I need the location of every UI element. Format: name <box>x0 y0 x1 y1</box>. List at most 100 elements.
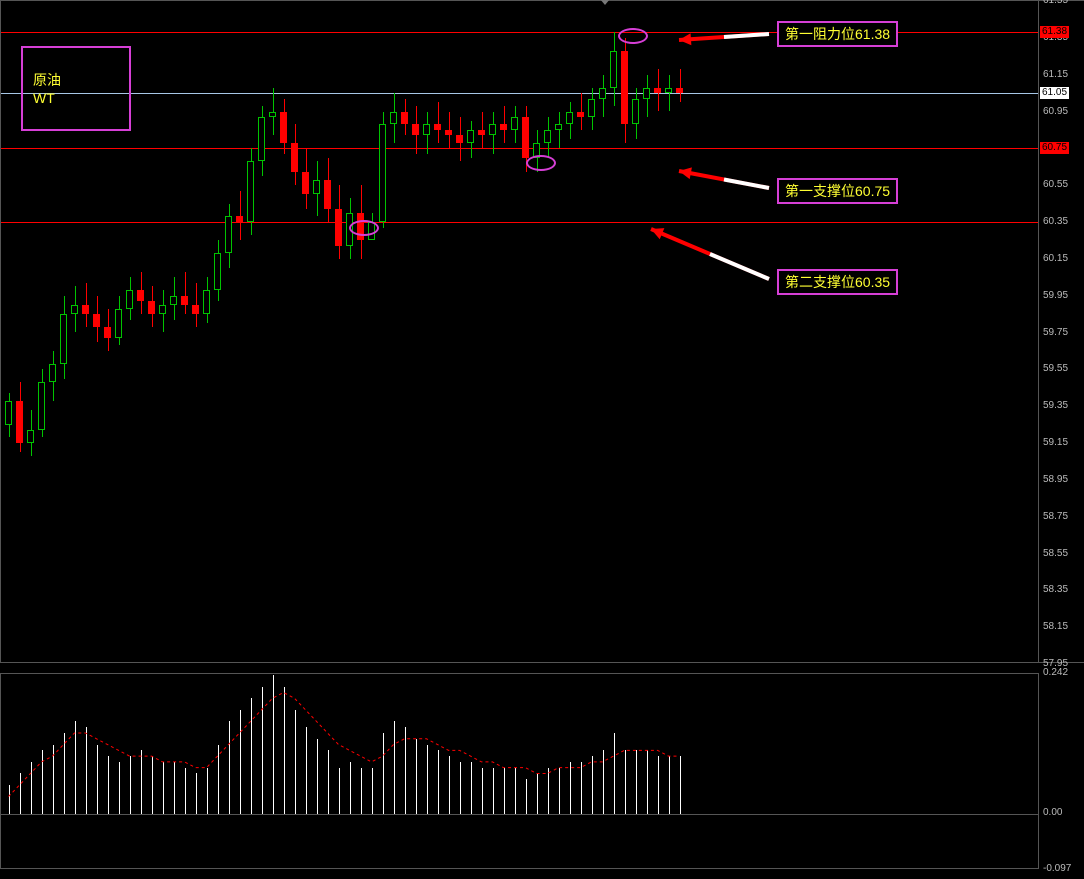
candle-body <box>291 143 298 172</box>
candle-body <box>71 305 78 314</box>
candle-body <box>49 364 56 382</box>
candle-body <box>82 305 89 314</box>
candle-body <box>423 124 430 135</box>
candle-body <box>115 309 122 338</box>
candle-body <box>390 112 397 125</box>
annotation-box: 第二支撑位60.35 <box>777 269 898 295</box>
candle-body <box>5 401 12 425</box>
candle-body <box>192 305 199 314</box>
indicator-y-axis: 0.2420.00-0.097 <box>1039 673 1084 869</box>
candle-body <box>203 290 210 314</box>
annotation-box: 第一阻力位61.38 <box>777 21 898 47</box>
price-axis-tick: 60.95 <box>1043 107 1068 117</box>
candle-body <box>269 112 276 118</box>
candle-body <box>456 135 463 142</box>
candle-body <box>467 130 474 143</box>
candle-body <box>93 314 100 327</box>
candle-body <box>401 112 408 125</box>
candle-body <box>247 161 254 222</box>
candle-body <box>379 124 386 222</box>
candle-body <box>126 290 133 308</box>
candle-body <box>511 117 518 130</box>
candle-body <box>137 290 144 301</box>
candle-body <box>665 88 672 94</box>
candle-body <box>632 99 639 125</box>
arrow-icon <box>639 217 781 291</box>
price-axis-tag: 61.38 <box>1040 26 1069 38</box>
indicator-axis-tick: 0.242 <box>1043 668 1068 678</box>
candle-body <box>225 216 232 253</box>
candle-wick <box>669 75 670 112</box>
candle-body <box>16 401 23 443</box>
candle-body <box>500 124 507 130</box>
candle-body <box>588 99 595 117</box>
title-box: 原油WT <box>21 46 131 131</box>
price-axis-tick: 59.55 <box>1043 364 1068 374</box>
candle-body <box>412 124 419 135</box>
candle-body <box>159 305 166 314</box>
candle-wick <box>559 112 560 149</box>
price-y-axis: 61.5561.3561.1560.9560.7560.5560.3560.15… <box>1039 0 1084 663</box>
candle-body <box>170 296 177 305</box>
candle-body <box>313 180 320 195</box>
price-axis-tick: 61.15 <box>1043 70 1068 80</box>
candle-body <box>577 112 584 118</box>
candle-body <box>599 88 606 99</box>
annotation-box: 第一支撑位60.75 <box>777 178 898 204</box>
candle-body <box>478 130 485 136</box>
candle-body <box>555 124 562 130</box>
price-axis-tick: 59.15 <box>1043 438 1068 448</box>
price-chart-panel[interactable]: 原油WT 第一阻力位61.38 第一支撑位60.75 第二支撑位60.35 <box>0 0 1039 663</box>
candle-body <box>38 382 45 430</box>
candle-body <box>335 209 342 246</box>
price-axis-tick: 58.55 <box>1043 549 1068 559</box>
candle-body <box>654 88 661 94</box>
price-axis-tick: 58.75 <box>1043 512 1068 522</box>
horizontal-price-line <box>1 93 1038 94</box>
candle-body <box>258 117 265 161</box>
price-axis-tick: 60.15 <box>1043 254 1068 264</box>
candle-body <box>236 216 243 222</box>
price-axis-tick: 59.95 <box>1043 291 1068 301</box>
candle-body <box>434 124 441 130</box>
price-axis-tick: 60.35 <box>1043 217 1068 227</box>
price-axis-tick: 60.55 <box>1043 180 1068 190</box>
arrow-icon <box>667 159 781 200</box>
indicator-panel[interactable] <box>0 673 1039 869</box>
candle-body <box>489 124 496 135</box>
candle-body <box>643 88 650 99</box>
indicator-axis-tick: 0.00 <box>1043 808 1062 818</box>
candle-body <box>544 130 551 143</box>
price-axis-tag: 61.05 <box>1040 87 1069 99</box>
price-axis-tick: 61.55 <box>1043 0 1068 6</box>
candle-wick <box>680 69 681 102</box>
candle-body <box>60 314 67 364</box>
candle-wick <box>185 272 186 314</box>
highlight-ellipse <box>618 28 648 44</box>
candle-body <box>610 51 617 88</box>
candle-wick <box>438 102 439 143</box>
candle-body <box>676 88 683 94</box>
price-axis-tick: 58.15 <box>1043 622 1068 632</box>
highlight-ellipse <box>526 155 556 171</box>
arrow-icon <box>667 22 781 52</box>
candle-body <box>104 327 111 338</box>
candle-body <box>522 117 529 158</box>
horizontal-price-line <box>1 222 1038 223</box>
price-axis-tick: 58.95 <box>1043 475 1068 485</box>
candle-body <box>181 296 188 305</box>
horizontal-price-line <box>1 148 1038 149</box>
candle-body <box>621 51 628 125</box>
highlight-ellipse <box>349 220 379 236</box>
candle-body <box>324 180 331 209</box>
price-axis-tick: 59.35 <box>1043 401 1068 411</box>
candle-body <box>302 172 309 194</box>
price-axis-tick: 58.35 <box>1043 585 1068 595</box>
candle-body <box>27 430 34 443</box>
title-line1: 原油 <box>33 71 121 89</box>
title-line2: WT <box>33 89 121 107</box>
chevron-down-icon <box>600 0 610 5</box>
candle-body <box>566 112 573 125</box>
price-axis-tick: 59.75 <box>1043 328 1068 338</box>
candle-body <box>214 253 221 290</box>
